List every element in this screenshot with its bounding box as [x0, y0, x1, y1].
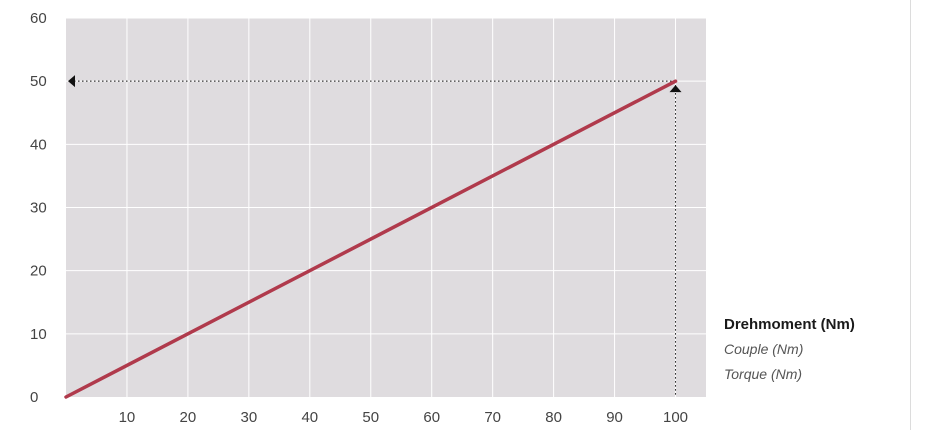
x-tick-label: 90 [606, 409, 623, 426]
legend: Drehmoment (Nm) Couple (Nm) Torque (Nm) [724, 312, 855, 387]
y-tick-label: 20 [30, 263, 47, 280]
x-tick-label: 50 [362, 409, 379, 426]
x-tick-label: 20 [180, 409, 197, 426]
x-tick-label: 40 [301, 409, 318, 426]
up-arrow-icon [669, 85, 682, 93]
page-divider [910, 0, 911, 430]
x-tick-label: 30 [241, 409, 258, 426]
y-tick-label: 30 [30, 200, 47, 217]
x-tick-label: 80 [545, 409, 562, 426]
legend-label-english: Torque (Nm) [724, 366, 803, 382]
tick-labels: 10 20 30 40 50 60 70 80 90 100 0 10 20 30 40 50 60 [30, 10, 688, 426]
x-tick-label: 70 [484, 409, 501, 426]
y-tick-label: 60 [30, 10, 47, 27]
y-tick-label: 10 [30, 326, 47, 343]
legend-label-french: Couple (Nm) [724, 341, 804, 357]
y-tick-label: 40 [30, 136, 47, 153]
value-guides [68, 75, 682, 397]
x-tick-label: 60 [423, 409, 440, 426]
legend-label-primary: Drehmoment (Nm) [724, 316, 855, 333]
x-tick-label: 10 [119, 409, 136, 426]
y-tick-label: 0 [30, 389, 38, 406]
x-tick-label: 100 [663, 409, 688, 426]
series-line-0 [64, 79, 678, 399]
y-tick-label: 50 [30, 73, 47, 90]
series-group [64, 79, 678, 399]
left-arrow-icon [68, 75, 75, 88]
